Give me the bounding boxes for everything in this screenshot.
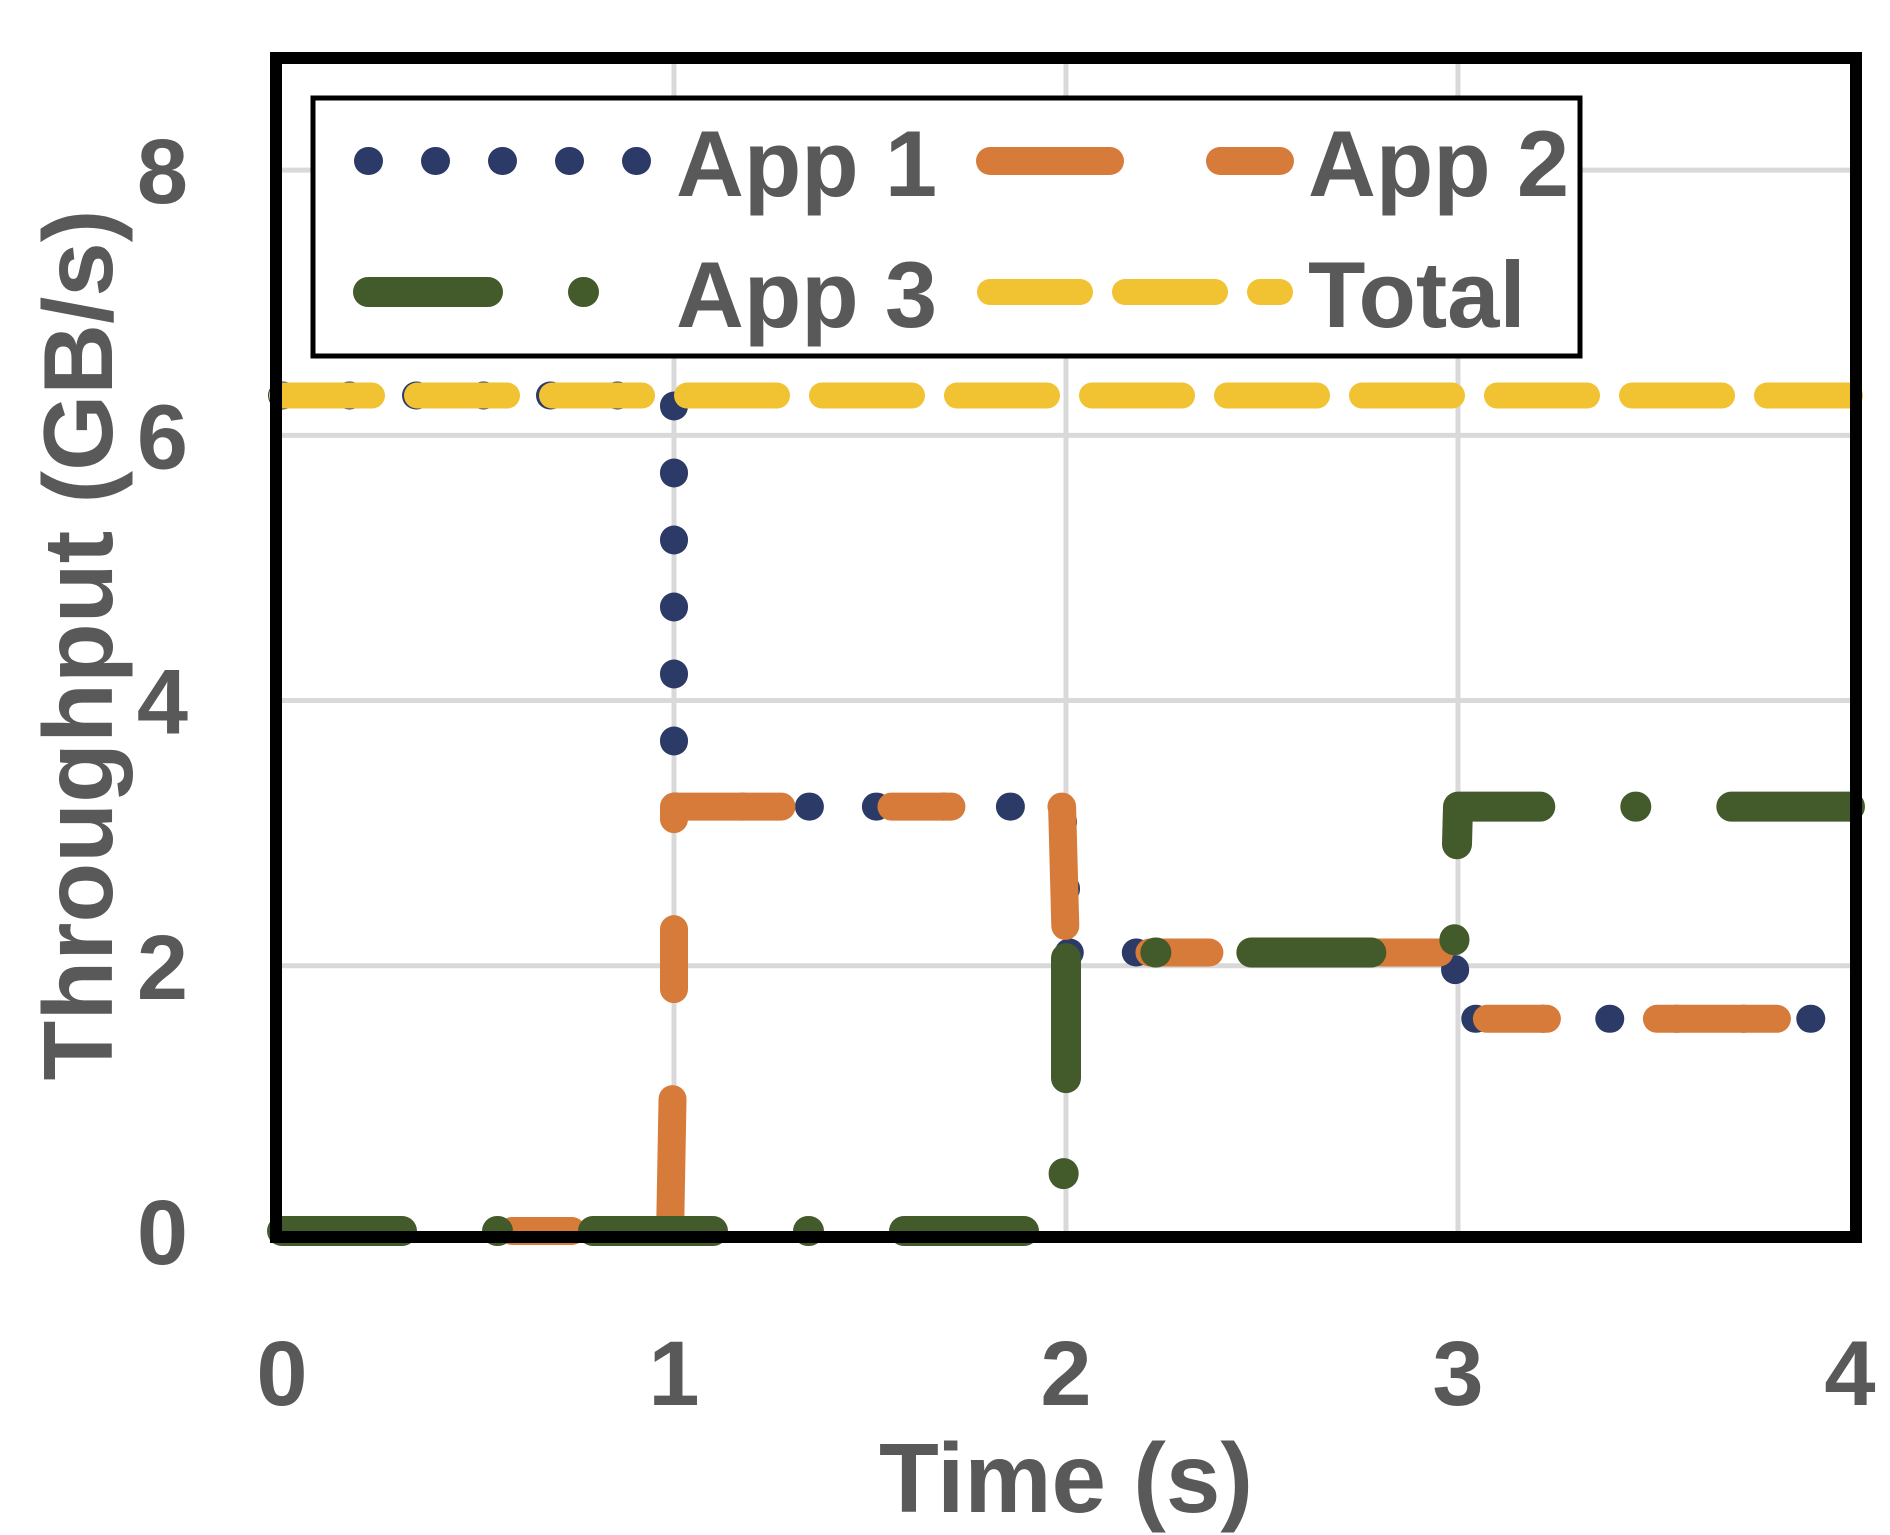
series-line-app-1 — [268, 381, 1864, 1033]
x-tick-label-1: 1 — [648, 1323, 699, 1425]
series-line-app-2 — [268, 792, 1864, 1245]
legend-label-total: Total — [1308, 242, 1526, 347]
y-tick-label-4: 4 — [137, 652, 188, 754]
y-tick-label-8: 8 — [137, 121, 188, 223]
legend-label-app-3: App 3 — [676, 242, 937, 347]
legend-label-app-2: App 2 — [1308, 111, 1569, 216]
plot-area-border — [270, 52, 1862, 1243]
legend-label-app-1: App 1 — [676, 111, 937, 216]
legend: App 1 App 2 App 3 Total — [310, 95, 1583, 359]
series-lines — [267, 381, 1865, 1246]
x-tick-label-0: 0 — [256, 1323, 307, 1425]
y-axis-label: Throughput (GB/s) — [23, 210, 133, 1081]
series-line-app-3 — [267, 791, 1865, 1246]
x-axis-label: Time (s) — [879, 1423, 1253, 1533]
y-tick-label-2: 2 — [137, 917, 188, 1019]
legend-box — [310, 95, 1583, 359]
x-tick-label-3: 3 — [1432, 1323, 1483, 1425]
x-tick-label-2: 2 — [1040, 1323, 1091, 1425]
y-tick-label-0: 0 — [137, 1182, 188, 1284]
x-tick-label-4: 4 — [1824, 1323, 1875, 1425]
tick-labels: 0 1 2 3 4 0 2 4 6 8 — [137, 121, 1876, 1425]
y-tick-label-6: 6 — [137, 386, 188, 488]
